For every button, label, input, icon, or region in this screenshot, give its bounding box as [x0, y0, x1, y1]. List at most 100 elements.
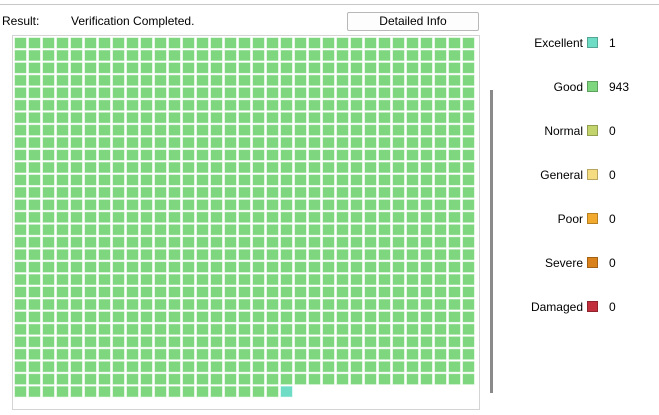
block-cell [280, 198, 293, 211]
block-cell [420, 149, 433, 162]
block-cell [140, 248, 153, 261]
legend-label: Excellent [534, 36, 583, 50]
block-cell [112, 223, 125, 236]
block-cell [364, 161, 377, 174]
block-cell [266, 373, 279, 386]
block-cell [84, 236, 97, 249]
block-cell [98, 198, 111, 211]
block-cell [98, 136, 111, 149]
block-cell [70, 335, 83, 348]
block-cell [434, 37, 447, 49]
block-cell [434, 198, 447, 211]
block-cell [56, 86, 69, 99]
block-cell [154, 37, 167, 49]
block-cell [406, 360, 419, 373]
block-cell [238, 173, 251, 186]
legend-count: 0 [609, 300, 616, 314]
block-cell [154, 236, 167, 249]
block-cell [14, 99, 27, 112]
block-cell [196, 286, 209, 298]
block-cell [238, 373, 251, 386]
block-cell [308, 236, 321, 249]
block-cell [378, 173, 391, 186]
block-cell [308, 323, 321, 336]
block-cell [462, 99, 475, 112]
block-cell [252, 236, 265, 249]
block-cell [336, 49, 349, 62]
block-cell [28, 99, 41, 112]
block-cell [378, 211, 391, 224]
block-cell [98, 273, 111, 286]
block-cell [126, 261, 139, 274]
block-cell [280, 286, 293, 298]
block-cell [462, 111, 475, 124]
block-cell [28, 111, 41, 124]
block-cell [196, 310, 209, 323]
block-cell [448, 111, 461, 124]
block-cell [406, 261, 419, 274]
block-cell [42, 86, 55, 99]
block-cell [336, 223, 349, 236]
block-cell [168, 273, 181, 286]
block-cell [294, 186, 307, 199]
block-cell [182, 37, 195, 49]
block-cell [168, 86, 181, 99]
block-cell [126, 310, 139, 323]
block-cell [210, 173, 223, 186]
block-cell [14, 86, 27, 99]
block-cell [420, 323, 433, 336]
block-cell [392, 49, 405, 62]
block-cell [364, 248, 377, 261]
block-cell [140, 273, 153, 286]
block-cell [154, 74, 167, 87]
block-cell [280, 86, 293, 99]
legend-label: Good [553, 80, 583, 94]
block-cell [42, 99, 55, 112]
block-cell [280, 124, 293, 137]
block-cell [392, 335, 405, 348]
block-cell [350, 136, 363, 149]
block-cell [210, 360, 223, 373]
block-cell [168, 236, 181, 249]
block-cell [266, 173, 279, 186]
block-cell [378, 373, 391, 386]
block-cell [448, 360, 461, 373]
block-cell [182, 323, 195, 336]
block-cell [294, 360, 307, 373]
block-cell [168, 335, 181, 348]
block-cell [126, 86, 139, 99]
block-cell [14, 211, 27, 224]
detailed-info-button[interactable]: Detailed Info [347, 12, 479, 31]
block-cell [280, 348, 293, 361]
block-cell [350, 74, 363, 87]
block-cell [336, 136, 349, 149]
block-cell [434, 360, 447, 373]
block-cell [406, 49, 419, 62]
block-cell [336, 310, 349, 323]
block-cell [140, 173, 153, 186]
block-cell [98, 173, 111, 186]
block-cell [210, 373, 223, 386]
block-cell [252, 373, 265, 386]
block-cell [182, 223, 195, 236]
block-cell [364, 236, 377, 249]
block-cell [294, 136, 307, 149]
block-cell [28, 273, 41, 286]
block-cell [154, 99, 167, 112]
block-cell [420, 248, 433, 261]
block-cell [84, 49, 97, 62]
block-cell [252, 74, 265, 87]
block-cell [364, 323, 377, 336]
block-cell [378, 248, 391, 261]
block-cell [336, 261, 349, 274]
block-cell [294, 49, 307, 62]
block-cell [336, 273, 349, 286]
block-cell [350, 99, 363, 112]
block-cell [84, 223, 97, 236]
block-cell [378, 198, 391, 211]
block-cell [182, 373, 195, 386]
block-cell [434, 261, 447, 274]
block-cell [70, 74, 83, 87]
block-cell [448, 335, 461, 348]
block-cell [28, 360, 41, 373]
